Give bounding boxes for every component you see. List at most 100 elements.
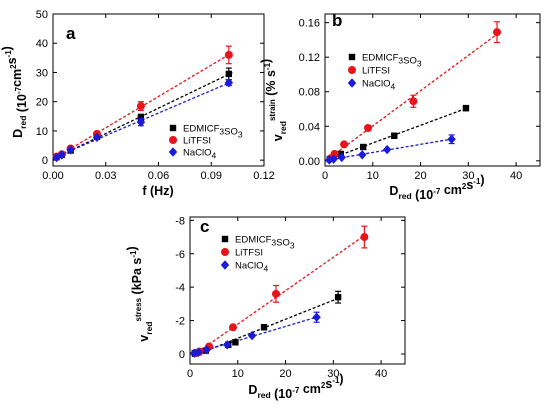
label-unit: (kPa s xyxy=(130,258,144,298)
marker-diamond xyxy=(347,78,357,88)
y-axis-label: vredstress (kPa s-1) xyxy=(125,246,154,341)
series-naclo4 xyxy=(190,311,321,358)
y-tick-label: -8 xyxy=(175,215,185,227)
legend-label: NaClO4 xyxy=(183,148,217,161)
plot-frame xyxy=(324,13,541,167)
legend-sub: 3 xyxy=(271,238,276,248)
x-tick-label: 0.03 xyxy=(95,170,116,182)
y-tick-label: -6 xyxy=(175,249,185,261)
x-tick-label: 20 xyxy=(279,368,291,380)
y-tick-label: 0.00 xyxy=(299,156,320,168)
x-axis-label: f (Hz) xyxy=(142,184,173,198)
marker-circle xyxy=(364,124,372,132)
label-text: f (Hz) xyxy=(142,184,173,198)
label-unit: ) xyxy=(339,372,343,386)
marker-diamond xyxy=(220,260,230,270)
marker-diamond xyxy=(57,150,66,160)
legend-text: SO xyxy=(224,127,238,138)
marker-circle xyxy=(224,50,233,59)
marker-diamond xyxy=(224,77,234,88)
label-exp: -7 xyxy=(433,187,441,196)
legend-label: NaClO4 xyxy=(362,79,396,92)
y-axis-label: Dred (10-7cm2s-1) xyxy=(0,46,29,138)
y-tick-label: 30 xyxy=(36,67,48,79)
label-unit: s xyxy=(325,377,332,391)
panel-label: a xyxy=(66,24,76,43)
marker-square xyxy=(232,339,239,346)
panel-label: c xyxy=(200,217,209,236)
label-unit: ) xyxy=(259,59,273,63)
label-exp: -1 xyxy=(473,177,481,186)
marker-square xyxy=(391,132,398,139)
marker-diamond xyxy=(168,147,178,157)
label-unit: s xyxy=(466,178,473,192)
label-unit: (10 xyxy=(271,387,293,401)
legend-text: EDMICF xyxy=(362,53,399,64)
marker-diamond xyxy=(92,132,102,143)
label-main: D xyxy=(389,184,398,198)
y-tick-label: 0.16 xyxy=(299,18,320,30)
x-tick-label: 0 xyxy=(322,170,328,182)
legend-label: EDMICF3SO3 xyxy=(362,53,422,69)
legend-label: EDMICF3SO3 xyxy=(235,235,295,251)
series-naclo4 xyxy=(52,77,234,163)
x-tick-label: 30 xyxy=(462,170,474,182)
marker-diamond xyxy=(66,145,75,155)
legend-text: EDMICF xyxy=(183,124,220,135)
marker-circle xyxy=(348,66,356,74)
marker-diamond xyxy=(447,134,456,144)
marker-square xyxy=(334,293,342,301)
label-sub: red xyxy=(257,390,270,400)
legend-label: LiTFSI xyxy=(362,66,390,77)
label-main: v xyxy=(271,134,285,141)
marker-square xyxy=(348,53,356,61)
legend-label: EDMICF3SO3 xyxy=(183,124,243,140)
fit-line xyxy=(326,106,469,161)
series-naclo4 xyxy=(325,134,456,165)
panel-b: 0 10 20 30 40 0.00 0.04 0.08 0.12 0.16 Dred (10-7 … xyxy=(259,11,541,202)
marker-diamond xyxy=(194,347,203,358)
label-exp: -7 xyxy=(292,386,300,395)
legend-text: NaClO xyxy=(362,79,391,90)
x-tick-label: 0.06 xyxy=(148,170,169,182)
legend-text: EDMICF xyxy=(235,235,272,246)
fit-line xyxy=(326,138,455,161)
marker-circle xyxy=(409,97,418,106)
marker-circle xyxy=(169,136,177,144)
marker-circle xyxy=(229,323,237,332)
x-tick-label: 0.00 xyxy=(42,170,63,182)
x-tick-label: 40 xyxy=(510,170,522,182)
marker-square xyxy=(462,104,470,112)
y-axis-label: vredstrain (% s-1) xyxy=(259,59,288,141)
label-sup: stress xyxy=(134,297,143,321)
marker-circle xyxy=(360,233,369,242)
x-tick-label: 30 xyxy=(327,368,339,380)
marker-square xyxy=(360,143,367,151)
label-unit: ) xyxy=(125,246,139,250)
marker-circle xyxy=(272,289,280,298)
label-unit: ) xyxy=(0,46,14,50)
label-unit: ) xyxy=(480,173,484,187)
label-sub: red xyxy=(18,116,28,129)
label-unit: s xyxy=(5,57,19,64)
marker-diamond xyxy=(136,117,146,127)
panel-label: b xyxy=(332,11,342,30)
y-tick-label: 0 xyxy=(42,155,48,167)
fit-line xyxy=(191,232,369,357)
label-sub: red xyxy=(278,121,288,134)
legend-text: NaClO xyxy=(235,261,264,272)
legend-label: NaClO4 xyxy=(235,261,269,274)
label-exp: 2 xyxy=(321,381,326,390)
y-tick-label: 0.08 xyxy=(299,87,320,99)
legend-sub: 3 xyxy=(238,130,243,140)
label-unit: (% s xyxy=(264,70,278,99)
legend-sub: 3 xyxy=(219,127,224,137)
x-tick-label: 0.12 xyxy=(253,170,274,182)
label-unit: cm xyxy=(299,382,321,396)
legend-text: SO xyxy=(403,56,417,67)
x-tick-label: 0 xyxy=(187,368,193,380)
